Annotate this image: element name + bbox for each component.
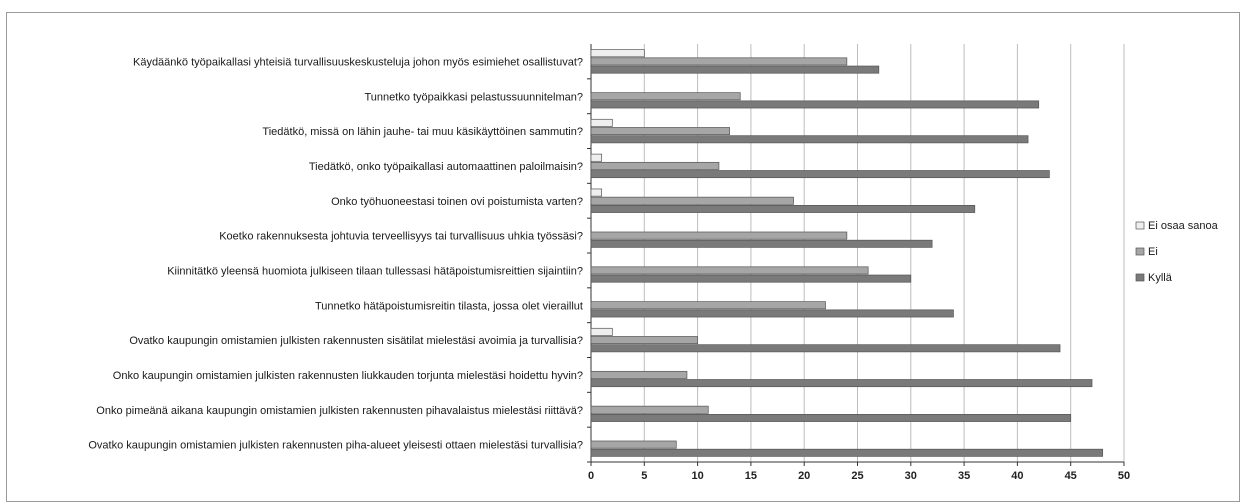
category-label: Onko pimeänä aikana kaupungin omistamien… xyxy=(96,405,583,417)
legend-label: Ei xyxy=(1148,246,1158,258)
category-label: Tiedätkö, onko työpaikallasi automaattin… xyxy=(309,161,583,173)
bar-ei-osaa-sanoa xyxy=(590,327,613,336)
x-tick-label: 0 xyxy=(588,470,594,482)
category-label: Tunnetko hätäpoistumisreitin tilasta, jo… xyxy=(315,300,583,312)
x-tick-label: 15 xyxy=(745,470,757,482)
bar-ei xyxy=(590,57,848,66)
bar-ei xyxy=(590,336,698,345)
bar-ei-osaa-sanoa xyxy=(590,118,613,127)
x-tick-label: 50 xyxy=(1118,470,1130,482)
category-label: Onko työhuoneestasi toinen ovi poistumis… xyxy=(331,196,583,208)
bar-kyll- xyxy=(590,309,954,318)
bar-ei xyxy=(590,92,741,101)
bar-ei-osaa-sanoa xyxy=(590,49,645,58)
legend-label: Ei osaa sanoa xyxy=(1148,220,1219,232)
bar-kyll- xyxy=(590,135,1029,144)
x-tick-label: 45 xyxy=(1065,470,1077,482)
bar-ei xyxy=(590,231,848,240)
x-tick-label: 40 xyxy=(1011,470,1023,482)
bar-kyll- xyxy=(590,344,1061,353)
x-tick-label: 30 xyxy=(905,470,917,482)
category-label: Käydäänkö työpaikallasi yhteisiä turvall… xyxy=(133,56,583,68)
x-tick-label: 25 xyxy=(851,470,863,482)
legend-label: Kyllä xyxy=(1148,272,1173,284)
legend-swatch xyxy=(1135,273,1145,282)
bar-ei xyxy=(590,161,720,170)
bar-ei xyxy=(590,196,794,205)
bar-ei-osaa-sanoa xyxy=(590,188,603,197)
bar-kyll- xyxy=(590,379,1093,388)
category-label: Kiinnitätkö yleensä huomiota julkiseen t… xyxy=(167,265,583,277)
bar-kyll- xyxy=(590,100,1040,109)
bar-ei xyxy=(590,405,709,414)
x-tick-label: 35 xyxy=(958,470,970,482)
bar-kyll- xyxy=(590,274,912,283)
category-label: Tiedätkö, missä on lähin jauhe- tai muu … xyxy=(262,126,583,138)
category-label: Ovatko kaupungin omistamien julkisten ra… xyxy=(129,335,583,347)
x-tick-label: 10 xyxy=(691,470,703,482)
category-label: Tunnetko työpaikkasi pelastussuunnitelma… xyxy=(364,91,583,103)
bar-kyll- xyxy=(590,65,880,74)
x-tick-label: 20 xyxy=(798,470,810,482)
legend-swatch xyxy=(1135,247,1145,256)
bar-kyll- xyxy=(590,448,1104,457)
bar-kyll- xyxy=(590,239,933,248)
bar-kyll- xyxy=(590,205,976,213)
bar-ei xyxy=(590,301,826,310)
bar-ei-osaa-sanoa xyxy=(590,153,603,162)
x-tick-label: 5 xyxy=(641,470,647,482)
bar-ei xyxy=(590,370,688,379)
bar-ei xyxy=(590,127,730,136)
bar-kyll- xyxy=(590,414,1072,422)
bar-ei xyxy=(590,440,677,449)
bar-kyll- xyxy=(590,170,1050,179)
bar-ei xyxy=(590,266,869,275)
category-label: Koetko rakennuksesta johtuvia terveellis… xyxy=(219,231,583,243)
category-label: Ovatko kaupungin omistamien julkisten ra… xyxy=(88,440,583,452)
legend-swatch xyxy=(1135,221,1145,230)
category-label: Onko kaupungin omistamien julkisten rake… xyxy=(113,370,583,382)
